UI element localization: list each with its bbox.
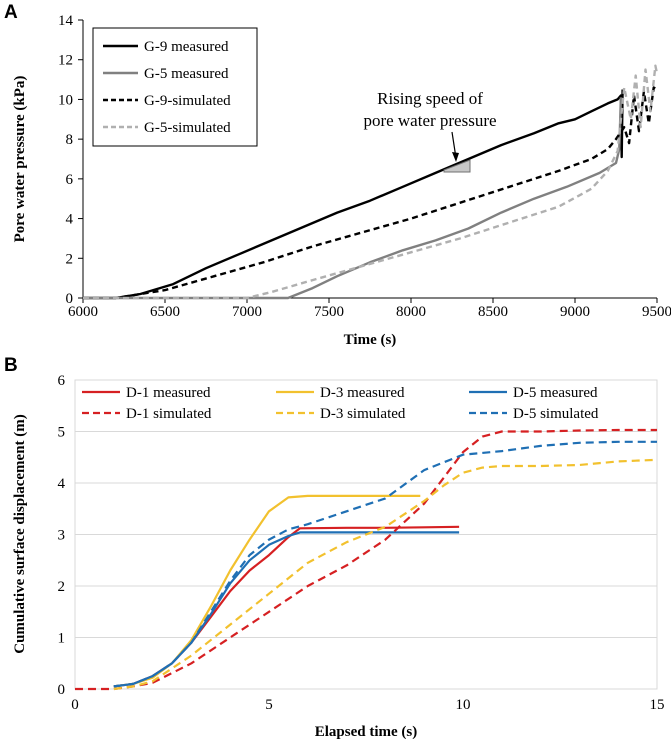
panel-a-y-tick-label: 8 [66,132,74,148]
series-d-5-simulated-line [113,440,657,688]
panel-a-y-axis-title: Pore water pressure (kPa) [12,76,28,243]
panel-a-y-tick-label: 4 [66,212,74,228]
panel-a-y-tick-label: 12 [58,53,73,69]
annotation-line-1: Rising speed of [377,89,483,108]
panel-b-x-tick-label: 10 [456,697,471,713]
panel-b-x-axis-title: Elapsed time (s) [315,724,418,740]
panel-b-chart: B 0 1 2 3 4 5 6 0 5 10 15 D-1 measured D-3 measured… [4,355,665,740]
panel-a-x-tick-label: 6000 [68,304,98,320]
legend-label-g-5-simulated: G-5-simulated [144,120,231,136]
panel-b-y-tick-label: 1 [58,631,66,647]
panel-b-y-axis-title: Cumulative surface displacement (m) [12,414,28,654]
panel-a-x-tick-label: 7000 [232,304,262,320]
panel-a-x-tick-label: 8500 [478,304,508,320]
panel-a-y-tick-label: 0 [66,291,74,307]
panel-a-label: A [4,2,18,23]
legend-label-d-1-measured: D-1 measured [126,385,211,401]
panel-b-x-tick-label: 5 [265,697,273,713]
panel-a-legend: G-9 measured G-5 measured G-9-simulated G-5… [92,27,258,147]
panel-b-y-tick-label: 2 [58,579,66,595]
panel-a-x-axis-title: Time (s) [344,332,397,348]
legend-label-g-5-measured: G-5 measured [144,66,229,82]
series-g-9-measured-line [83,89,624,300]
panel-a-x-tick-label: 8000 [396,304,426,320]
series-d-1-measured-line [113,525,460,688]
legend-label-d-3-simulated: D-3 simulated [320,406,406,422]
rising-speed-slope-triangle [443,159,471,173]
panel-a-x-tick-label: 9000 [560,304,590,320]
panel-a-y-tick-label: 10 [58,92,73,108]
panel-b-y-tick-label: 4 [58,476,66,492]
panel-b-legend: D-1 measured D-3 measured D-5 measured D-1 … [82,385,599,422]
legend-label-d-3-measured: D-3 measured [320,385,405,401]
panel-a-x-tick-label: 9500 [642,304,671,320]
legend-label-d-5-measured: D-5 measured [513,385,598,401]
panel-a-x-tick-label: 7500 [314,304,344,320]
legend-label-g-9-simulated: G-9-simulated [144,93,231,109]
panel-b-y-tick-label: 5 [58,425,66,441]
series-d-3-simulated-line [113,458,658,691]
panel-a-y-tick-label: 2 [66,251,74,267]
panel-b-label: B [4,355,18,376]
series-d-5-measured-line [113,531,460,688]
legend-label-d-5-simulated: D-5 simulated [513,406,599,422]
panel-a-x-tick-label: 6500 [150,304,180,320]
panel-b-y-tick-label: 3 [58,528,66,544]
panel-b-y-tick-label: 6 [58,373,66,389]
series-d-1-simulated-line [75,428,657,691]
panel-b-y-tick-label: 0 [58,682,66,698]
panel-a-y-tick-label: 14 [58,13,74,29]
legend-label-d-1-simulated: D-1 simulated [126,406,212,422]
series-d-3-measured-line [113,494,421,688]
panel-a-y-tick-label: 6 [66,172,74,188]
annotation-arrow-head-icon [452,152,459,162]
panel-b-x-tick-label: 15 [650,697,665,713]
annotation-line-2: pore water pressure [363,111,496,130]
series-g-5-simulated-line [83,64,659,300]
panel-a-chart: A 0 2 4 6 8 10 12 14 6000 6500 7000 7500 8000 8500 900… [4,2,671,348]
panel-b-x-tick-label: 0 [71,697,79,713]
legend-label-g-9-measured: G-9 measured [144,39,229,55]
